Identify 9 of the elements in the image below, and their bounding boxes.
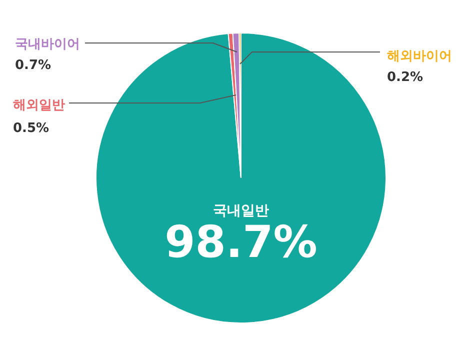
slice-label: 해외일반	[13, 98, 65, 113]
slice-label: 국내일반	[213, 203, 269, 219]
data-label: 0.5%	[13, 121, 50, 136]
data-label: 0.2%	[387, 70, 424, 85]
pie-slice	[96, 32, 386, 324]
slice-label: 해외바이어	[387, 49, 452, 64]
data-label: 0.7%	[15, 58, 52, 73]
slice-label: 국내바이어	[15, 37, 80, 52]
data-label: 98.7%	[164, 217, 318, 268]
